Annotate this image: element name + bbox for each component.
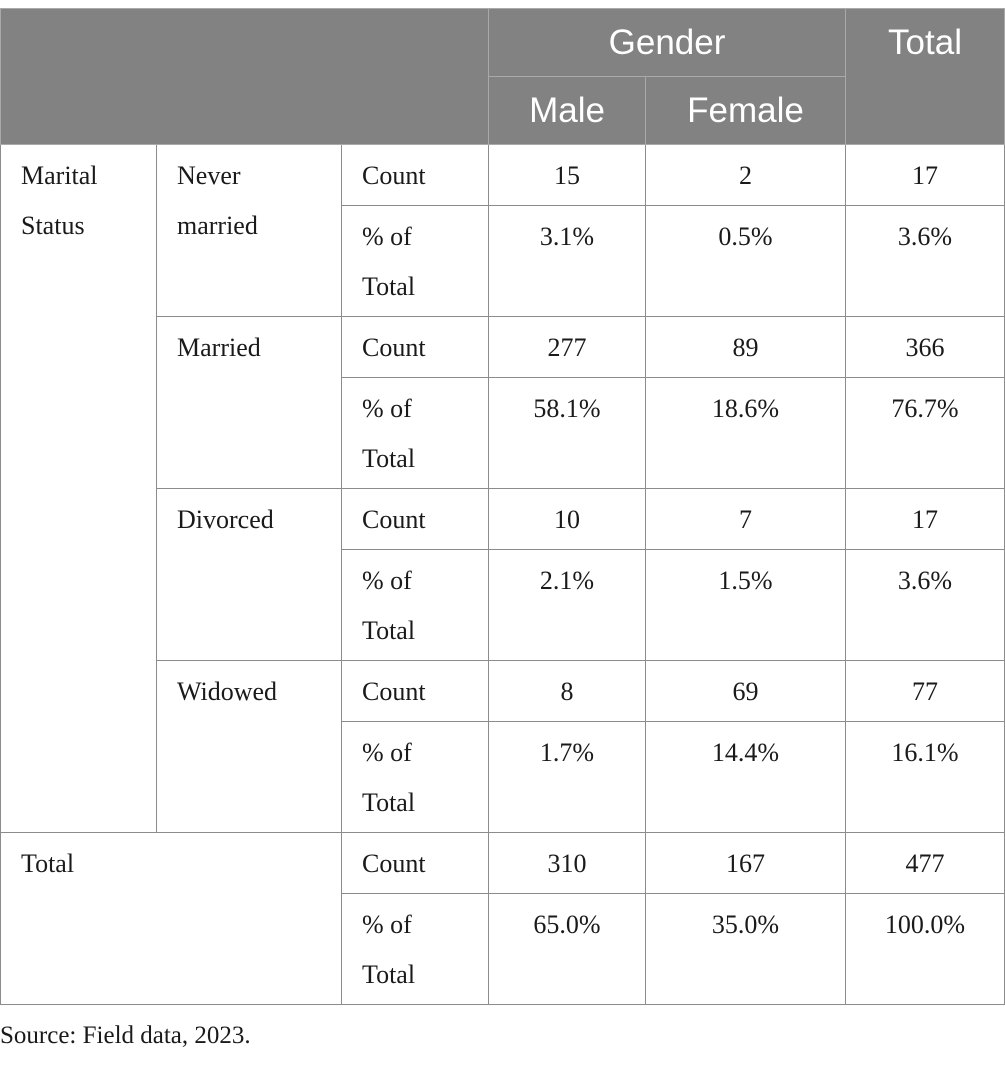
table-row: % of Total 58.1% 18.6% 76.7% bbox=[1, 377, 1005, 489]
cell-total-count-male: 310 bbox=[488, 832, 647, 894]
cell-divorced-count-male: 10 bbox=[488, 488, 647, 550]
cell-divorced-pct-total: 3.6% bbox=[845, 549, 1005, 661]
cell-married-pct-total: 76.7% bbox=[845, 377, 1005, 489]
table-row: Widowed Count 8 69 77 bbox=[1, 660, 1005, 833]
header-female: Female bbox=[645, 76, 847, 145]
cell-widowed-pct-male: 1.7% bbox=[488, 721, 647, 833]
cell-never-married-count-total: 17 bbox=[845, 144, 1005, 206]
cell-total-count-total: 477 bbox=[845, 832, 1005, 894]
cell-divorced-pct-female: 1.5% bbox=[645, 549, 847, 661]
stat-label-count: Count bbox=[340, 316, 490, 378]
header-male: Male bbox=[488, 76, 647, 145]
table-row: Married Count 277 89 366 bbox=[1, 316, 1005, 489]
table-row: Total Count 310 167 477 bbox=[0, 832, 1005, 1005]
category-married: Married bbox=[156, 316, 342, 489]
stat-label-count: Count bbox=[340, 832, 490, 894]
cell-married-count-total: 366 bbox=[845, 316, 1005, 378]
stat-label-pct: % of Total bbox=[340, 893, 490, 1005]
stat-label-pct: % of Total bbox=[340, 549, 490, 661]
stat-label-count: Count bbox=[340, 488, 490, 550]
total-row-label: Total bbox=[0, 832, 342, 1005]
header-blank-cell bbox=[0, 8, 490, 145]
cell-widowed-pct-total: 16.1% bbox=[845, 721, 1005, 833]
table-row: % of Total 65.0% 35.0% 100.0% bbox=[1, 893, 1005, 1005]
table-row: % of Total 3.1% 0.5% 3.6% bbox=[1, 205, 1005, 317]
cell-never-married-pct-female: 0.5% bbox=[645, 205, 847, 317]
header-total: Total bbox=[845, 8, 1005, 145]
cell-total-pct-male: 65.0% bbox=[488, 893, 647, 1005]
cell-widowed-count-male: 8 bbox=[488, 660, 647, 722]
stat-label-count: Count bbox=[340, 144, 490, 206]
stat-label-pct: % of Total bbox=[340, 205, 490, 317]
category-divorced: Divorced bbox=[156, 488, 342, 661]
cell-married-count-male: 277 bbox=[488, 316, 647, 378]
stat-label-pct: % of Total bbox=[340, 721, 490, 833]
stat-label-pct: % of Total bbox=[340, 377, 490, 489]
cell-total-pct-female: 35.0% bbox=[645, 893, 847, 1005]
group-label-marital-status: Marital Status bbox=[0, 144, 157, 833]
cell-total-count-female: 167 bbox=[645, 832, 847, 894]
cell-divorced-pct-male: 2.1% bbox=[488, 549, 647, 661]
source-note: Source: Field data, 2023. bbox=[0, 1022, 251, 1049]
table-row: Marital Status Never married Count 15 2 … bbox=[0, 144, 1005, 833]
cell-never-married-count-female: 2 bbox=[645, 144, 847, 206]
cell-married-count-female: 89 bbox=[645, 316, 847, 378]
crosstab-table: Gender Total Male Female Marital Status … bbox=[0, 8, 1005, 1005]
cell-married-pct-female: 18.6% bbox=[645, 377, 847, 489]
cell-divorced-count-total: 17 bbox=[845, 488, 1005, 550]
cell-never-married-pct-male: 3.1% bbox=[488, 205, 647, 317]
category-never-married: Never married bbox=[156, 144, 342, 317]
cell-married-pct-male: 58.1% bbox=[488, 377, 647, 489]
cell-divorced-count-female: 7 bbox=[645, 488, 847, 550]
cell-widowed-count-total: 77 bbox=[845, 660, 1005, 722]
cell-widowed-pct-female: 14.4% bbox=[645, 721, 847, 833]
table-row: Divorced Count 10 7 17 bbox=[1, 488, 1005, 661]
table-row: % of Total 1.7% 14.4% 16.1% bbox=[1, 721, 1005, 833]
category-widowed: Widowed bbox=[156, 660, 342, 833]
cell-widowed-count-female: 69 bbox=[645, 660, 847, 722]
table-row: % of Total 2.1% 1.5% 3.6% bbox=[1, 549, 1005, 661]
header-gender: Gender bbox=[488, 8, 847, 77]
cell-never-married-count-male: 15 bbox=[488, 144, 647, 206]
stat-label-count: Count bbox=[340, 660, 490, 722]
table-header: Gender Total Male Female bbox=[0, 8, 1005, 145]
table-body: Marital Status Never married Count 15 2 … bbox=[0, 144, 1005, 1005]
cell-never-married-pct-total: 3.6% bbox=[845, 205, 1005, 317]
cell-total-pct-total: 100.0% bbox=[845, 893, 1005, 1005]
